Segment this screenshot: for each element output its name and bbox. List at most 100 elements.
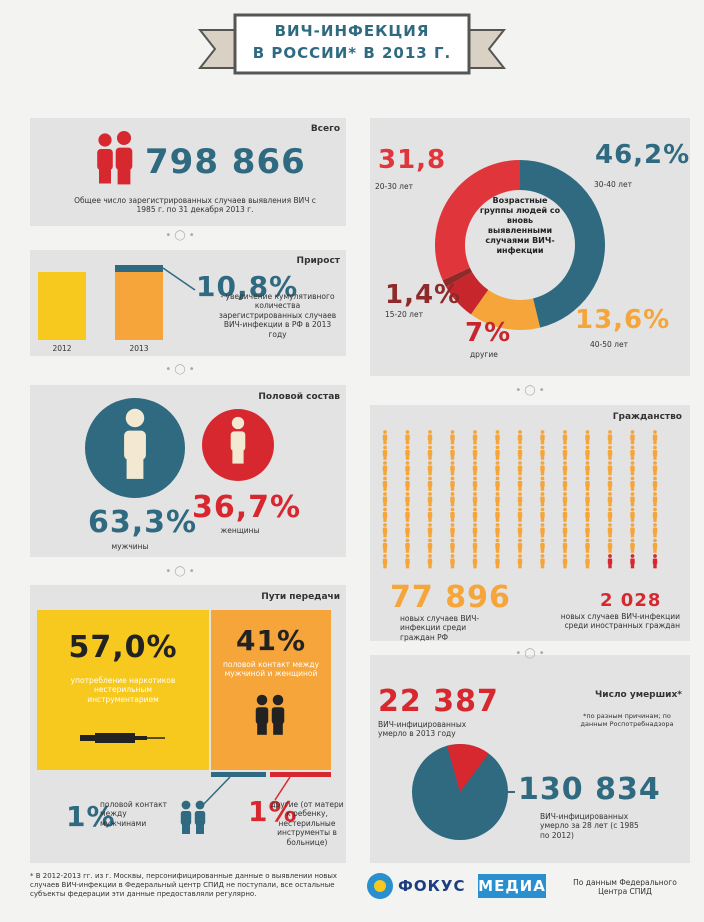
head: [653, 507, 657, 512]
citizen-icon: [652, 507, 658, 522]
body: [585, 450, 590, 456]
body: [450, 434, 455, 441]
head: [630, 507, 635, 512]
citizen-icon: [517, 538, 523, 553]
body: [562, 450, 568, 456]
body: [271, 707, 285, 724]
men-value: 63,3%: [88, 505, 198, 540]
legs: [585, 517, 590, 522]
citizen-icon: [382, 430, 388, 445]
legs: [473, 517, 477, 522]
legs: [182, 824, 190, 834]
legs: [428, 486, 432, 491]
head: [473, 554, 477, 558]
citizen-icon: [630, 445, 635, 460]
citizen-icon: [472, 476, 478, 491]
footnote: * В 2012-2013 гг. из г. Москвы, персониф…: [30, 872, 338, 898]
head: [383, 507, 387, 512]
legs: [585, 455, 590, 460]
citizen-icon: [382, 554, 388, 569]
body: [607, 527, 613, 534]
logo-icon-core: [374, 880, 386, 892]
body: [517, 558, 523, 565]
citizen-icon: [517, 554, 523, 569]
body: [450, 465, 455, 472]
body: [562, 512, 568, 518]
citizen-icon: [517, 461, 523, 476]
body: [194, 811, 206, 825]
head: [473, 538, 477, 543]
citizen-icon: [382, 507, 388, 522]
body: [585, 434, 590, 441]
legs: [473, 548, 477, 553]
body: [382, 481, 388, 487]
head: [125, 408, 145, 428]
body: [450, 481, 455, 487]
head: [405, 430, 410, 434]
body: [450, 512, 455, 518]
citizen-icon: [652, 476, 658, 491]
head: [383, 492, 387, 496]
legs: [450, 440, 455, 445]
head: [585, 538, 590, 543]
body: [382, 450, 388, 456]
citizen-icon: [450, 476, 455, 491]
body: [607, 465, 613, 472]
body: [495, 496, 500, 503]
body: [180, 811, 192, 825]
citizen-icon: [607, 507, 613, 522]
heading: Всего: [310, 124, 340, 134]
legs: [630, 564, 635, 569]
head: [518, 523, 522, 527]
citizen-icon: [450, 430, 455, 445]
head: [473, 430, 477, 434]
citizen-icon: [540, 523, 545, 538]
legs: [473, 533, 477, 538]
legs: [540, 471, 545, 476]
body: [607, 434, 613, 441]
growth-value: 10,8%: [196, 270, 299, 303]
head: [630, 492, 635, 496]
body: [450, 496, 455, 503]
citizen-icon: [540, 507, 545, 522]
legs: [540, 455, 545, 460]
citizen-icon: [630, 476, 635, 491]
segment-caption: другие: [470, 350, 498, 359]
citizen-icon: [472, 523, 478, 538]
body: [230, 431, 246, 451]
head: [256, 694, 268, 706]
head: [195, 800, 205, 810]
citizen-icon: [382, 445, 388, 460]
head: [473, 507, 477, 512]
legs: [450, 486, 455, 491]
legs: [495, 564, 500, 569]
legs: [540, 517, 545, 522]
legs: [495, 486, 500, 491]
head: [630, 523, 635, 527]
men-label: мужчины: [111, 542, 149, 551]
legs: [473, 502, 477, 507]
citizen-icon: [585, 523, 590, 538]
head: [563, 492, 567, 496]
legs: [518, 471, 522, 476]
body: [427, 496, 433, 503]
body: [540, 543, 545, 549]
citizen-icon: [427, 461, 433, 476]
legs: [383, 440, 387, 445]
head: [518, 461, 522, 465]
source: По данным Федерального Центра СПИД: [573, 878, 677, 897]
citizen-icon: [607, 445, 613, 460]
citizen-icon: [630, 461, 635, 476]
citizen-icon: [607, 461, 613, 476]
head: [608, 430, 612, 434]
year-label: 2013: [129, 344, 149, 353]
citizen-icon: [495, 476, 500, 491]
body: [607, 543, 613, 549]
body: [562, 543, 568, 549]
head: [495, 445, 500, 450]
citizen-icon: [607, 523, 613, 538]
citizen-icon: [517, 523, 523, 538]
citizen-icon: [382, 523, 388, 538]
head: [653, 430, 657, 434]
head: [98, 133, 112, 147]
